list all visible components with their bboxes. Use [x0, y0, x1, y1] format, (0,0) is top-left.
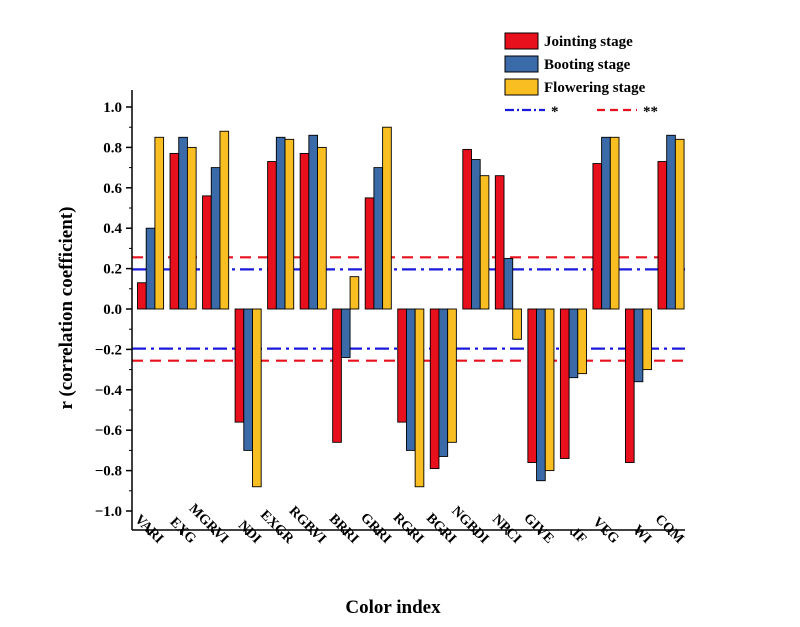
bar — [202, 195, 212, 310]
legend-label: ** — [643, 104, 658, 120]
bar — [438, 308, 449, 457]
bar — [674, 138, 685, 310]
x-tick-label: NGBDI — [448, 504, 491, 547]
legend-swatch — [504, 55, 539, 73]
legend-swatch — [504, 78, 539, 96]
bar — [284, 138, 295, 310]
bar — [364, 197, 375, 310]
legend: Jointing stage Booting stage Flowering sta… — [504, 32, 658, 120]
bar — [601, 136, 611, 310]
bar — [252, 308, 262, 488]
bar — [479, 175, 490, 310]
bar — [536, 308, 546, 482]
y-tick-label: 1.0 — [103, 100, 122, 116]
x-tick-label: GRRI — [357, 510, 393, 546]
bar — [592, 163, 603, 310]
legend-label: Jointing stage — [544, 34, 633, 50]
bar — [234, 308, 245, 423]
bar — [267, 161, 277, 310]
y-axis-label: r (correlation coefficient) — [56, 207, 77, 410]
x-tick-label: BRRI — [326, 511, 361, 546]
bar — [178, 136, 188, 310]
bar — [332, 308, 342, 443]
y-tick-label: 0.0 — [103, 302, 122, 318]
x-axis-label: Color index — [345, 597, 441, 618]
bar — [633, 308, 644, 383]
bar — [169, 153, 180, 310]
x-tick-label: GIVE — [520, 511, 556, 547]
bar — [317, 146, 327, 310]
bar — [447, 308, 457, 443]
y-tick-label: −0.2 — [95, 342, 122, 358]
bar — [373, 167, 384, 310]
bar — [527, 308, 538, 463]
y-axis: −1.0 −0.8 −0.6 −0.4 −0.2 0.0 0.2 0.4 0.6 0.8 1.0 — [95, 90, 133, 530]
bar — [145, 227, 156, 310]
y-tick-label: −0.6 — [95, 423, 123, 439]
y-tick-label: −0.8 — [95, 464, 122, 480]
bar — [429, 308, 440, 470]
bar — [471, 159, 481, 310]
bar — [154, 136, 165, 310]
bar — [609, 136, 620, 310]
legend-label: * — [551, 104, 559, 120]
bar — [397, 308, 407, 423]
bar — [340, 308, 351, 358]
bar — [657, 161, 668, 310]
bar — [349, 276, 360, 310]
bar — [544, 308, 555, 472]
bar — [405, 308, 416, 451]
legend-label: Flowering stage — [544, 80, 646, 96]
bar — [494, 175, 505, 310]
y-tick-label: 0.8 — [103, 140, 122, 156]
y-tick-label: −1.0 — [95, 504, 122, 520]
bar — [624, 308, 635, 463]
x-tick-label: VEG — [589, 515, 621, 547]
bars — [137, 126, 685, 488]
bar — [219, 130, 230, 310]
x-tick-label: WI — [630, 522, 654, 546]
bar — [462, 148, 472, 310]
bar — [299, 153, 310, 310]
bar — [275, 136, 286, 310]
bar — [210, 167, 221, 310]
bar — [186, 146, 197, 310]
x-tick-label: NDI — [235, 518, 264, 547]
bar — [642, 308, 652, 371]
bar — [512, 308, 522, 340]
bar — [414, 308, 425, 488]
bar — [568, 308, 579, 379]
y-tick-label: 0.2 — [103, 262, 122, 278]
bar — [577, 308, 587, 375]
bar — [308, 134, 318, 310]
legend-swatch — [504, 32, 539, 50]
bar — [503, 258, 514, 310]
bar — [666, 134, 676, 310]
bar — [382, 126, 392, 310]
bar — [559, 308, 570, 459]
bar — [137, 282, 147, 310]
y-tick-label: 0.6 — [103, 181, 122, 197]
legend-label: Booting stage — [544, 57, 631, 73]
y-tick-label: −0.4 — [95, 383, 123, 399]
x-tick-label: RGRI — [390, 510, 426, 546]
x-tick-label: RGBVI — [286, 504, 329, 547]
y-tick-label: 0.4 — [103, 221, 122, 237]
bar — [243, 308, 253, 451]
